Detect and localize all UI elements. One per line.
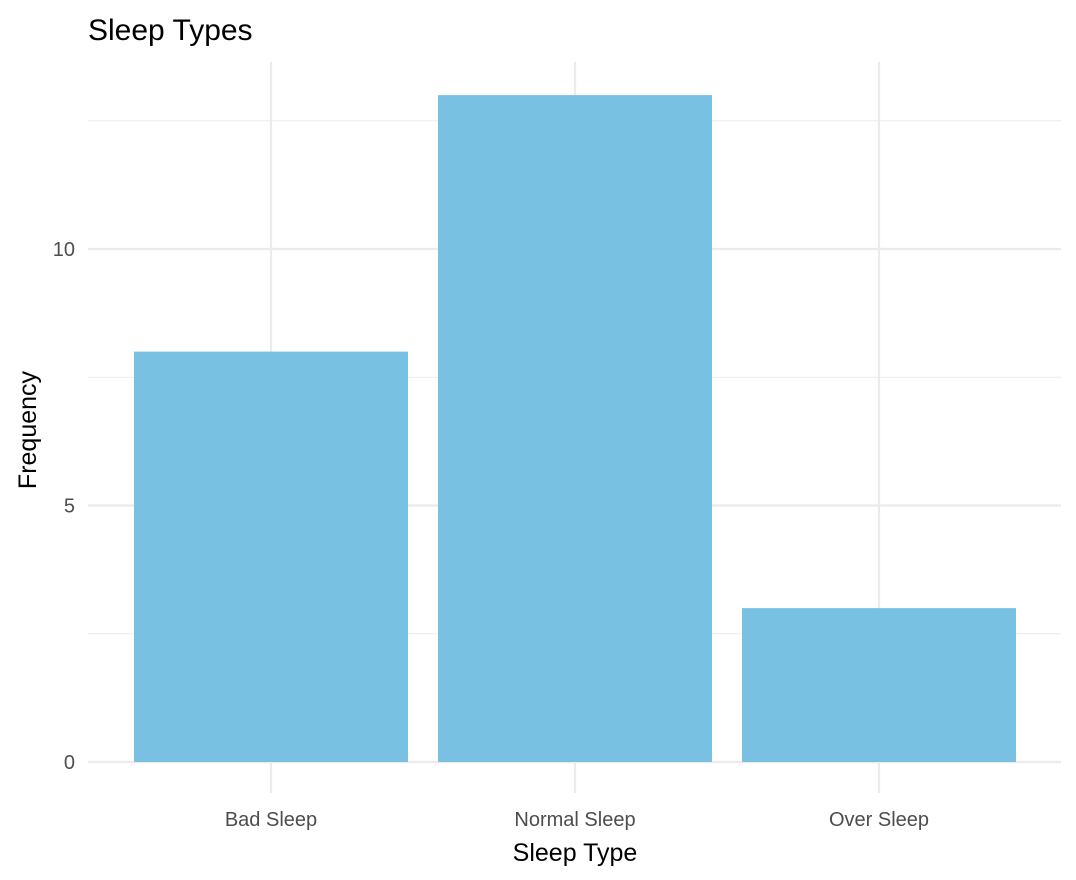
x-tick-label: Normal Sleep — [514, 809, 635, 831]
y-axis-title: Frequency — [14, 370, 42, 489]
y-tick-label: 0 — [64, 752, 75, 774]
x-tick-label: Bad Sleep — [225, 809, 317, 831]
x-axis-title: Sleep Type — [513, 839, 638, 867]
bar-bad-sleep — [134, 351, 408, 762]
y-axis-tick-labels: 0 5 10 — [53, 239, 75, 774]
y-tick-label: 5 — [64, 496, 75, 518]
x-axis-tick-labels: Bad Sleep Normal Sleep Over Sleep — [225, 809, 929, 831]
x-tick-label: Over Sleep — [829, 809, 929, 831]
bar-over-sleep — [742, 608, 1016, 762]
y-tick-label: 10 — [53, 239, 75, 261]
bar-normal-sleep — [438, 95, 712, 763]
chart-title: Sleep Types — [88, 14, 253, 47]
bars — [134, 95, 1016, 763]
